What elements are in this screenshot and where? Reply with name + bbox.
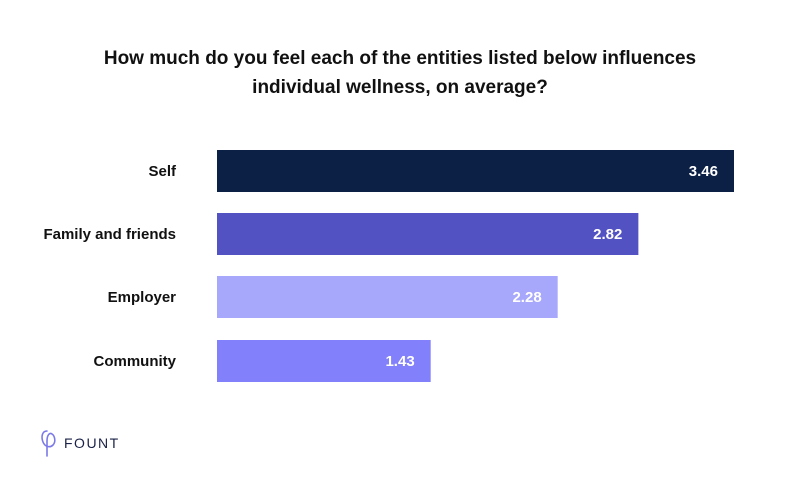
bar-self	[217, 150, 734, 192]
value-label: 3.46	[689, 163, 718, 180]
bar-employer	[217, 276, 558, 318]
category-label: Family and friends	[43, 226, 176, 243]
category-label: Self	[148, 163, 177, 180]
value-label: 1.43	[385, 353, 414, 370]
category-label: Employer	[108, 289, 177, 306]
fount-logo-icon	[41, 430, 56, 457]
brand-logo: FOUNT	[38, 428, 120, 458]
bar-family-and-friends	[217, 213, 639, 255]
chart-title-line-1: How much do you feel each of the entitie…	[103, 48, 697, 69]
value-label: 2.82	[593, 226, 622, 243]
chart-title: How much do you feel each of the entitie…	[40, 44, 760, 102]
chart-title-line-2: individual wellness, on average?	[252, 77, 548, 98]
bar-community	[217, 340, 431, 382]
category-label: Community	[94, 353, 177, 370]
bar-chart: Self 3.46 Family and friends 2.82 Employer 2.…	[43, 150, 734, 382]
value-label: 2.28	[512, 289, 541, 306]
brand-name: FOUNT	[64, 435, 120, 451]
